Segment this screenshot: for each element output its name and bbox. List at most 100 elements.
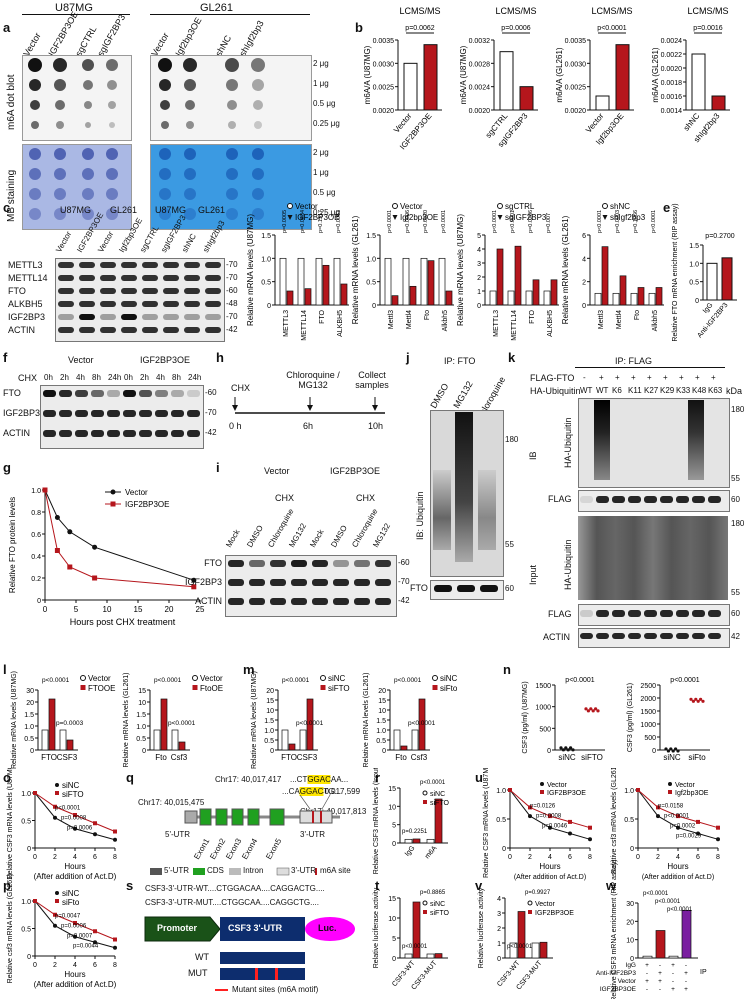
a-dot [108, 101, 116, 109]
c-band [205, 314, 221, 320]
panel-op-svg: 1.00.500 2 4 6 8p<0.0001p=0.0008p=0.0006siNC… [7, 768, 117, 989]
w-sign: - [659, 986, 661, 993]
lm-xtick: Csf3 [411, 753, 428, 762]
ytick: 1.5 [24, 712, 34, 719]
lm-bar [48, 698, 56, 751]
i-band [228, 579, 244, 586]
f-time: 8h [172, 373, 181, 382]
ytick: 0.0018 [661, 80, 683, 87]
decay-point [53, 804, 57, 809]
w-sign: - [672, 978, 674, 985]
w-sign: + [658, 970, 662, 977]
c-band [205, 288, 221, 294]
d-legend: shIgf2bp3 [610, 213, 646, 222]
k-band [660, 633, 673, 639]
ytick: 2000 [640, 696, 656, 703]
i-protein: IGF2BP3 [184, 577, 222, 587]
op-ylabel: Relative csf3 mRNA levels (GL261) [7, 874, 14, 984]
a-mb-dot [106, 168, 118, 180]
c-band [100, 275, 116, 281]
c-band [163, 288, 179, 294]
n-point [596, 709, 600, 713]
c-band [79, 262, 95, 268]
k-flag-sign: + [695, 373, 700, 382]
d-bar [601, 246, 609, 306]
c-band [79, 327, 95, 333]
ytick: 0.5 [366, 280, 376, 287]
pair-bar [517, 911, 526, 959]
d-bar [514, 245, 522, 306]
n-ylabel: CSF3 (pg/ml) (GL261) [627, 683, 634, 752]
g-xtick: 0 [43, 605, 48, 614]
k-band [676, 633, 689, 639]
k-band [660, 496, 673, 503]
k-flag-sign: + [679, 373, 684, 382]
k-ubq: WT [596, 386, 609, 395]
c-band [58, 314, 74, 320]
a-dot [254, 121, 262, 129]
a-dot [158, 58, 172, 72]
n-xtick: siFTO [581, 753, 603, 762]
a-mb-dot [252, 188, 264, 200]
ytick: 0 [382, 748, 386, 755]
panel-label-u: u [475, 770, 483, 785]
ytick: 1.0 [21, 791, 31, 798]
g-legend: IGF2BP3OE [125, 500, 169, 509]
ytick: 0.0030 [565, 61, 587, 68]
b-title: LCMS/MS [495, 6, 536, 16]
i-band [312, 598, 328, 605]
d-legend: IGF2BP3OE [295, 213, 339, 222]
i-band [270, 579, 286, 586]
f-group-1: IGF2BP3OE [140, 355, 191, 365]
i-band [375, 579, 391, 586]
s-mut-label: MUT [188, 968, 208, 978]
ytick: 0.5 [24, 736, 34, 743]
g-xtick: 25 [196, 605, 205, 614]
f-band [75, 410, 88, 417]
ytick: 15 [378, 698, 386, 705]
ytick: 0.0020 [373, 108, 395, 115]
panel-label-a: a [3, 20, 11, 35]
u-xnote: (After addition of Act.D) [642, 874, 714, 881]
ytick: 1.0 [136, 724, 146, 731]
d-bar [507, 290, 515, 306]
decay-xtick: 6 [696, 854, 700, 861]
a-dot [55, 100, 65, 110]
q-coord-3: Chr17: 40,017,813 [300, 807, 367, 816]
decay-xtick: 0 [636, 854, 640, 861]
k-blot-label-1: FLAG [548, 494, 572, 504]
decay-point [548, 814, 552, 819]
decay-xtick: 8 [716, 854, 720, 861]
a-mb-dot [252, 148, 264, 160]
d-xtick: Fto [634, 310, 641, 320]
decay-point [588, 837, 592, 842]
decay-xtick: 6 [568, 854, 572, 861]
a-mb-dot [29, 208, 41, 220]
ytick: 0.6 [31, 532, 41, 539]
d-legend: sgIGF2BP3 [505, 213, 547, 222]
d-bar [322, 264, 330, 306]
c-band [121, 301, 137, 307]
a-dot [183, 58, 197, 72]
i-band [291, 579, 307, 586]
d-bar [532, 279, 540, 306]
ytick: 0 [30, 748, 34, 755]
d-bar [409, 285, 417, 306]
pair-xtick: IgG [404, 845, 417, 858]
pair-bar [404, 838, 413, 844]
n-point [691, 699, 696, 703]
k-ubq: K6 [612, 386, 622, 395]
w-pval: p<0.0001 [667, 907, 693, 913]
b-bar [615, 44, 630, 111]
q-seq1: ...CTGGACAA... [290, 775, 349, 784]
decay-point [93, 929, 97, 934]
c-band [79, 275, 95, 281]
ytick: 0.0025 [565, 85, 587, 92]
ytick: 10 [266, 708, 274, 715]
ytick: 1.5 [366, 233, 376, 240]
c-band [163, 314, 179, 320]
k-band [708, 633, 721, 639]
i-band [228, 560, 244, 567]
b-pval: p<0.0001 [597, 25, 626, 32]
